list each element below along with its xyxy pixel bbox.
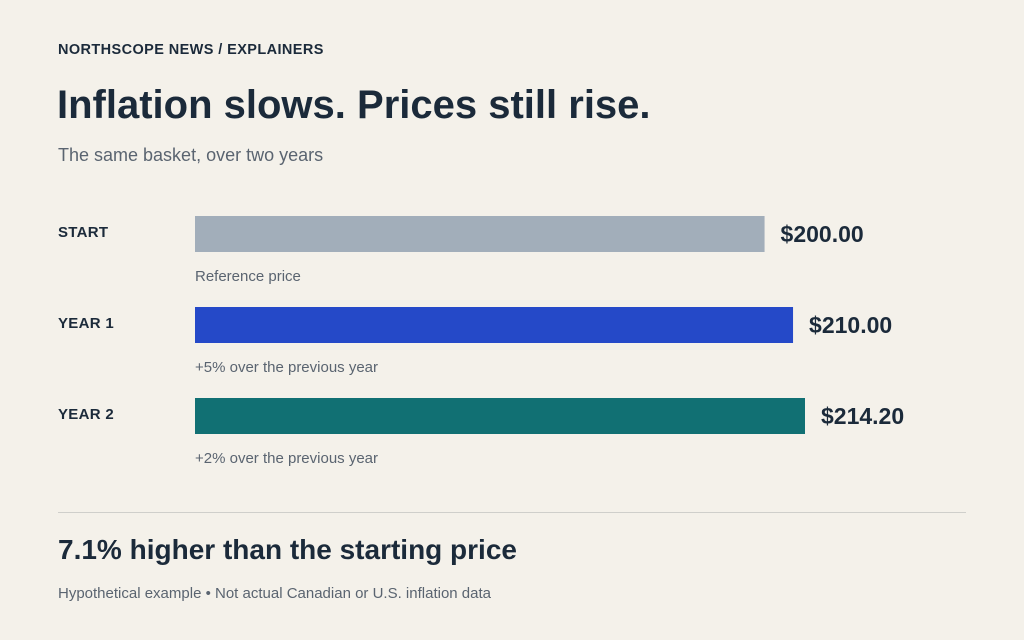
takeaway: 7.1% higher than the starting price [58, 534, 517, 565]
category-label-start: START [58, 224, 108, 241]
category-label-year-1: YEAR 1 [58, 315, 114, 332]
divider [58, 512, 966, 513]
bar-note-year-2: +2% over the previous year [195, 450, 378, 467]
bar-note-year-1: +5% over the previous year [195, 359, 378, 376]
bar-year-1 [195, 307, 794, 343]
bar-note-start: Reference price [195, 268, 301, 285]
publication-label: NORTHSCOPE NEWS / EXPLAINERS [58, 42, 324, 58]
category-label-year-2: YEAR 2 [58, 406, 114, 423]
value-label-year-1: $210.00 [809, 312, 892, 338]
subtitle: The same basket, over two years [58, 145, 324, 165]
headline: Inflation slows. Prices still rise. [57, 83, 651, 127]
value-label-year-2: $214.20 [821, 403, 904, 429]
value-label-start: $200.00 [781, 221, 864, 247]
bar-year-2 [195, 398, 805, 434]
bar-start [195, 216, 765, 252]
footnote: Hypothetical example • Not actual Canadi… [58, 585, 491, 602]
